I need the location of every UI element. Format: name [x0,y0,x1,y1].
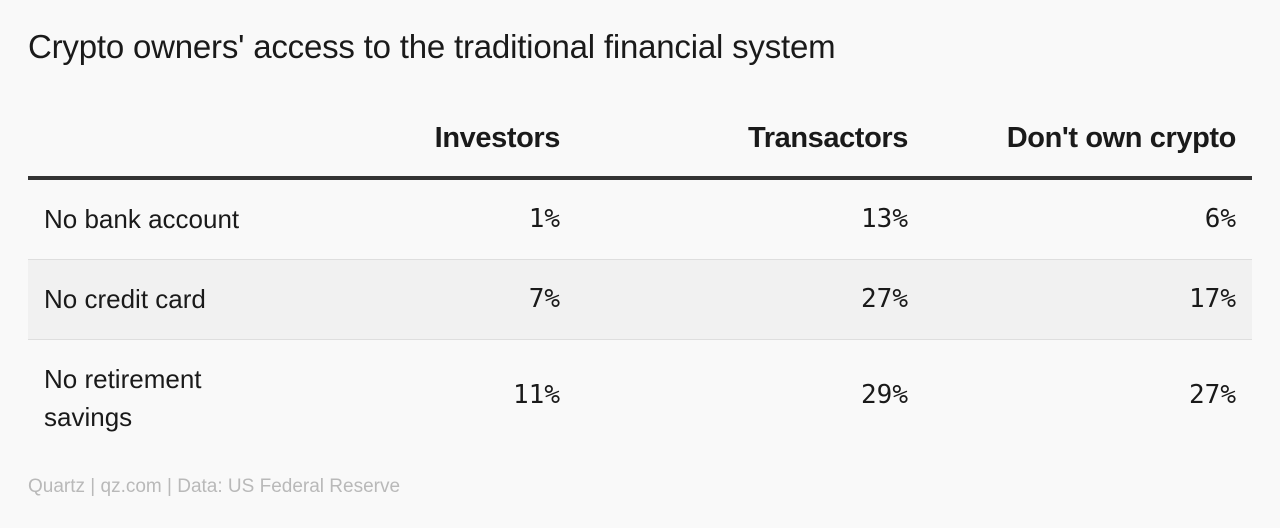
table-cell: 17% [1189,284,1236,314]
table-cell: 11% [513,380,560,410]
table-cell: 1% [528,204,560,234]
table-cell: 27% [861,284,908,314]
row-label: No bank account [44,204,240,234]
table-cell: 6% [1204,204,1236,234]
chart-title: Crypto owners' access to the traditional… [28,28,836,65]
table-header-row: Investors Transactors Don't own crypto [28,112,1252,180]
table-row: No credit card 7% 27% 17% [28,260,1252,340]
table-cell: 7% [528,284,560,314]
table-row: No retirement savings 11% 29% 27% [28,340,1252,440]
data-table: Investors Transactors Don't own crypto N… [28,112,1252,440]
source-credit: Quartz | qz.com | Data: US Federal Reser… [28,476,401,497]
row-label: No retirement savings [44,364,202,432]
column-header-investors: Investors [434,122,561,154]
table-cell: 27% [1189,380,1236,410]
row-label: No credit card [44,284,206,314]
column-header-transactors: Transactors [747,122,908,154]
table-row: No bank account 1% 13% 6% [28,180,1252,260]
column-header-dont-own-crypto: Don't own crypto [1006,122,1237,154]
table-cell: 13% [861,204,908,234]
table-cell: 29% [861,380,908,410]
